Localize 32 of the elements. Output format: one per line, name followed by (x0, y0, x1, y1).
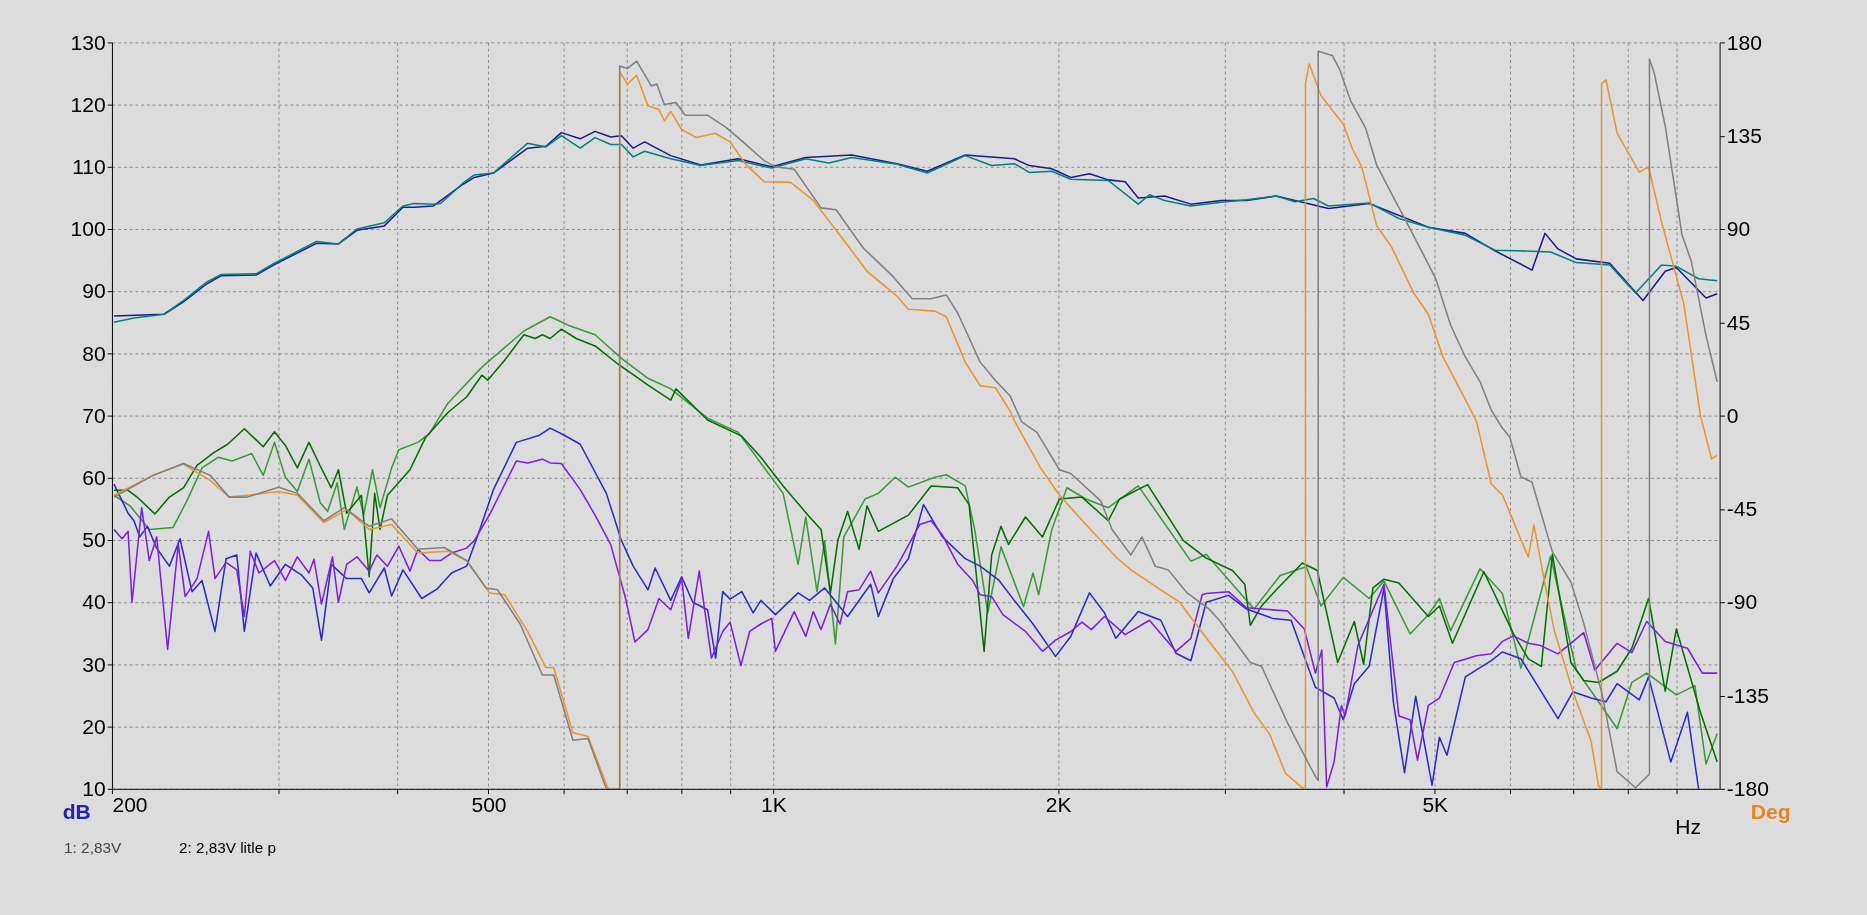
x-tick-label: 2K (1045, 793, 1072, 817)
y2-tick-label: -90 (1726, 590, 1758, 614)
y-tick-label: 10 (82, 777, 106, 801)
y-tick-label: 100 (70, 217, 106, 241)
y-tick-label: 70 (82, 403, 106, 427)
y-tick-label: 40 (82, 590, 106, 614)
text: 2: 2,83V litle p (178, 838, 276, 856)
y2-tick-label: 45 (1726, 310, 1751, 334)
x-tick-label: 200 (112, 793, 148, 817)
x-tick-label: 500 (471, 793, 507, 817)
text: 1: 2,83V (64, 838, 122, 856)
y-tick-label: 20 (82, 714, 106, 738)
y2-tick-label: 0 (1726, 403, 1739, 427)
y-tick-label: 80 (82, 341, 106, 365)
y2-tick-label: 90 (1726, 217, 1751, 241)
y-tick-label: 50 (82, 528, 106, 552)
y2-tick-label: -45 (1726, 497, 1758, 521)
y-tick-label: 90 (82, 279, 106, 303)
x-tick-label: 5K (1422, 793, 1449, 817)
y2-tick-label: 135 (1726, 123, 1762, 147)
y2-tick-label: -135 (1726, 683, 1769, 707)
y-tick-label: 130 (70, 30, 106, 54)
y2-tick-label: 180 (1726, 30, 1762, 54)
y2-axis-title: Deg (1750, 799, 1791, 823)
y2-tick-label: -180 (1726, 777, 1769, 801)
y-tick-label: 110 (72, 155, 106, 178)
y-tick-label: 60 (82, 466, 106, 489)
y-tick-label: 120 (70, 92, 106, 116)
x-axis-title: Hz (1675, 815, 1701, 839)
x-tick-label: 1K (760, 793, 787, 817)
y-tick-label: 30 (82, 652, 106, 676)
y-axis-title: dB (62, 799, 91, 823)
